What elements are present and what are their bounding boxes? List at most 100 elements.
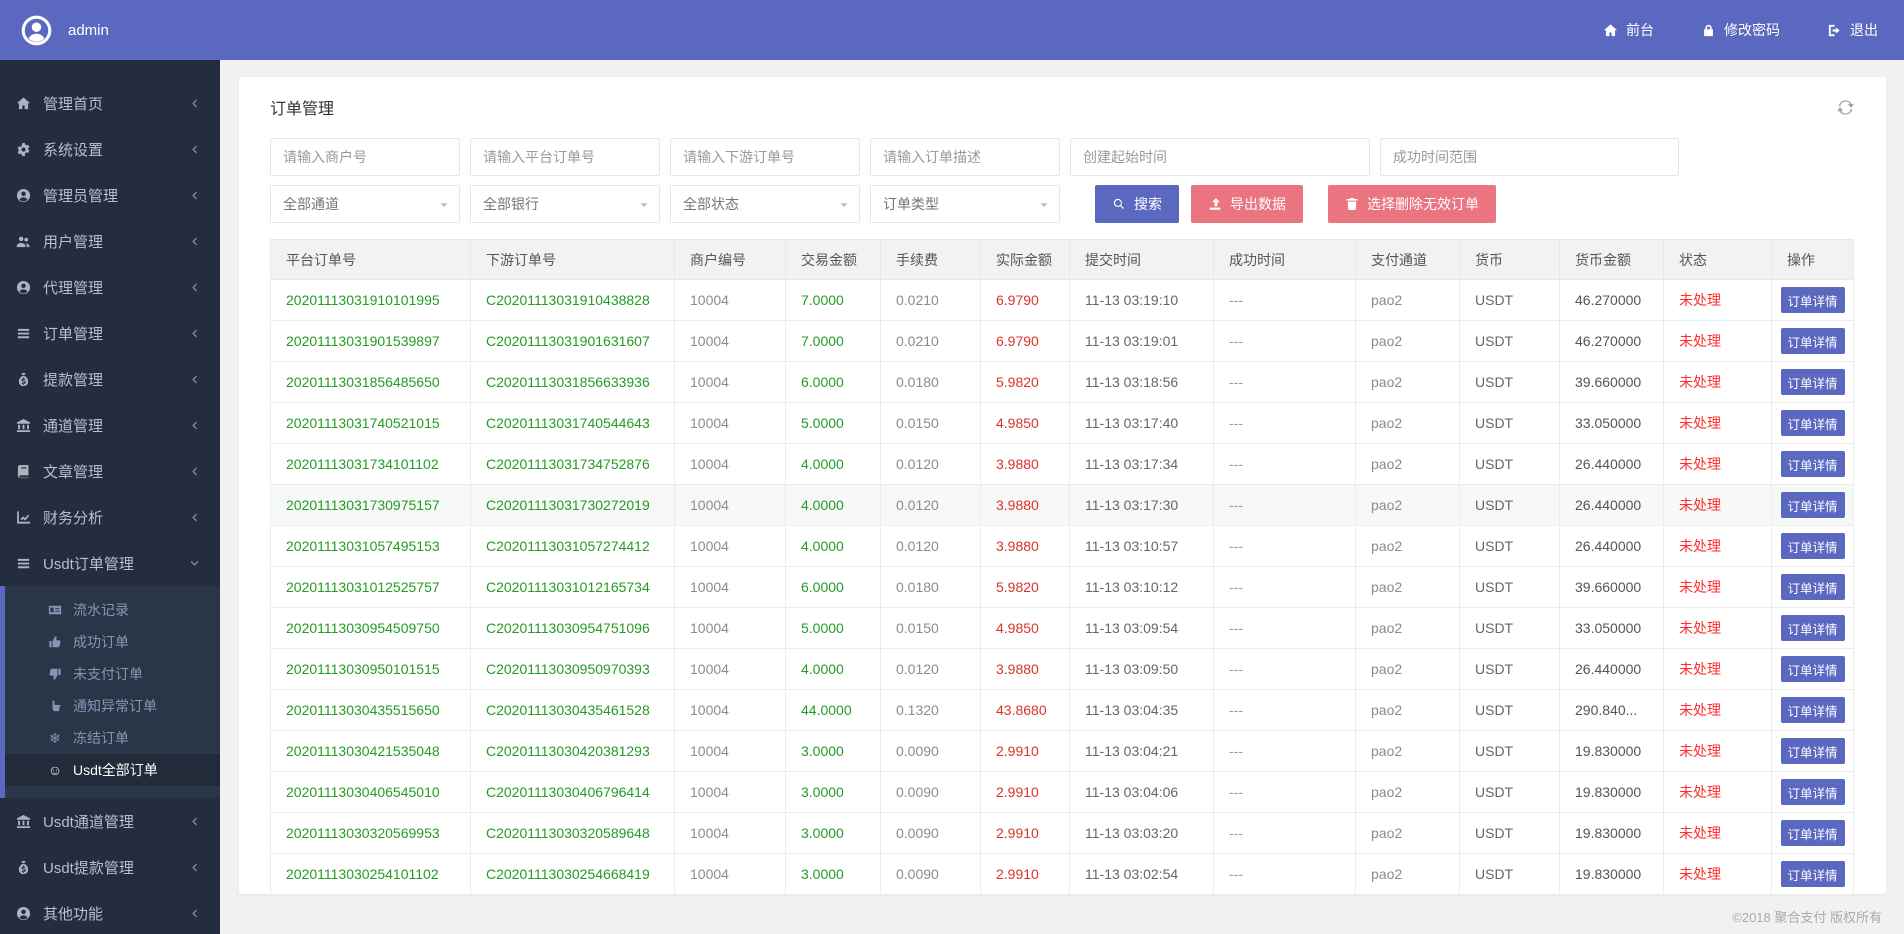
order-detail-button[interactable]: 订单详情 xyxy=(1780,861,1845,887)
order-detail-button[interactable]: 订单详情 xyxy=(1780,697,1845,723)
cell-merchant-no: 10004 xyxy=(674,648,786,690)
sidebar-item-articles[interactable]: 文章管理 xyxy=(0,448,220,494)
column-header: 货币金额 xyxy=(1559,239,1664,280)
cell-actual-amount: 5.9820 xyxy=(980,566,1070,608)
order-detail-button[interactable]: 订单详情 xyxy=(1780,369,1845,395)
status-select[interactable]: 全部状态 xyxy=(670,185,860,223)
sidebar-subitem-abnormal-orders[interactable]: 通知异常订单 xyxy=(5,690,220,722)
sidebar-item-usdt-withdrawals[interactable]: Usdt提款管理 xyxy=(0,844,220,890)
table-row: 20201113031012525757 C2020111303101216573… xyxy=(270,566,1854,608)
cell-fee: 0.0210 xyxy=(880,279,981,321)
sidebar-item-orders[interactable]: 订单管理 xyxy=(0,310,220,356)
order-detail-button[interactable]: 订单详情 xyxy=(1780,328,1845,354)
nav-link-frontend[interactable]: 前台 xyxy=(1603,20,1654,40)
merchant-no-input[interactable] xyxy=(270,138,460,176)
cell-currency-amount: 39.660000 xyxy=(1559,361,1664,403)
cell-fee: 0.0120 xyxy=(880,443,981,485)
delete-invalid-button[interactable]: 选择删除无效订单 xyxy=(1328,185,1496,223)
cell-platform-order-no: 20201113031012525757 xyxy=(270,566,471,608)
create-time-input[interactable] xyxy=(1070,138,1370,176)
sidebar-item-withdrawals[interactable]: 提款管理 xyxy=(0,356,220,402)
order-detail-button[interactable]: 订单详情 xyxy=(1780,533,1845,559)
order-detail-button[interactable]: 订单详情 xyxy=(1780,574,1845,600)
list-icon xyxy=(15,326,32,341)
sidebar-item-system[interactable]: 系统设置 xyxy=(0,126,220,172)
column-header: 货币 xyxy=(1459,239,1560,280)
chevron-left-icon xyxy=(189,374,200,385)
nav-link-label: 退出 xyxy=(1850,22,1878,38)
bank-select[interactable]: 全部银行 xyxy=(470,185,660,223)
caret-down-icon xyxy=(1038,199,1050,211)
cell-merchant-no: 10004 xyxy=(674,812,786,854)
export-button[interactable]: 导出数据 xyxy=(1191,185,1303,223)
sidebar-item-label: Usdt订单管理 xyxy=(43,555,134,573)
cell-downstream-order-no: C20201113030950970393 xyxy=(470,648,675,690)
order-detail-button[interactable]: 订单详情 xyxy=(1780,779,1845,805)
chevron-left-icon xyxy=(189,328,200,339)
thumb-up-icon xyxy=(47,635,63,649)
cell-merchant-no: 10004 xyxy=(674,771,786,813)
order-detail-button[interactable]: 订单详情 xyxy=(1780,287,1845,313)
sidebar-item-usdt-orders[interactable]: Usdt订单管理 xyxy=(0,540,220,586)
sidebar-subitem-unpaid-orders[interactable]: 未支付订单 xyxy=(5,658,220,690)
cell-platform-order-no: 20201113031910101995 xyxy=(270,279,471,321)
caret-down-icon xyxy=(838,199,850,211)
order-detail-button[interactable]: 订单详情 xyxy=(1780,820,1845,846)
sidebar-subitem-usdt-all-orders[interactable]: ☺ Usdt全部订单 xyxy=(5,754,220,786)
sidebar-item-usdt-channels[interactable]: Usdt通道管理 xyxy=(0,798,220,844)
table-row: 20201113031910101995 C2020111303191043882… xyxy=(270,279,1854,321)
sidebar-item-channels[interactable]: 通道管理 xyxy=(0,402,220,448)
nav-link-label: 前台 xyxy=(1626,22,1654,38)
chevron-left-icon xyxy=(189,190,200,201)
cell-fee: 0.0150 xyxy=(880,402,981,444)
column-header: 交易金额 xyxy=(785,239,881,280)
order-detail-button[interactable]: 订单详情 xyxy=(1780,492,1845,518)
chevron-left-icon xyxy=(189,466,200,477)
cell-status: 未处理 xyxy=(1663,320,1772,362)
cell-platform-order-no: 20201113030254101102 xyxy=(270,853,471,895)
success-time-input[interactable] xyxy=(1380,138,1679,176)
order-detail-button[interactable]: 订单详情 xyxy=(1780,656,1845,682)
sidebar-subitem-success-orders[interactable]: 成功订单 xyxy=(5,626,220,658)
cell-amount: 3.0000 xyxy=(785,730,881,772)
sidebar-item-dashboard[interactable]: 管理首页 xyxy=(0,80,220,126)
sidebar: 管理首页 系统设置 管理员管理 用户管理 代理管理 订单管理 提款管理 通道管理 文章管理 财务分… xyxy=(0,60,220,934)
nav-link-change-password[interactable]: 修改密码 xyxy=(1701,20,1780,40)
chevron-left-icon xyxy=(189,512,200,523)
user-circle-icon xyxy=(15,906,32,921)
sidebar-item-agents[interactable]: 代理管理 xyxy=(0,264,220,310)
cell-downstream-order-no: C20201113031057274412 xyxy=(470,525,675,567)
sidebar-item-admins[interactable]: 管理员管理 xyxy=(0,172,220,218)
home-icon xyxy=(15,96,32,111)
order-detail-button[interactable]: 订单详情 xyxy=(1780,410,1845,436)
sidebar-item-finance[interactable]: 财务分析 xyxy=(0,494,220,540)
column-header: 状态 xyxy=(1663,239,1772,280)
cell-actual-amount: 6.9790 xyxy=(980,279,1070,321)
sidebar-subitem-label: 成功订单 xyxy=(73,634,129,650)
cell-success-time: --- xyxy=(1213,730,1356,772)
lock-icon xyxy=(1701,23,1716,38)
downstream-order-no-input[interactable] xyxy=(670,138,860,176)
sidebar-subitem-flow-records[interactable]: 流水记录 xyxy=(5,594,220,626)
table-header-row: 平台订单号 下游订单号 商户编号 交易金额 手续费 实际金额 提交时间 成功时间 支付通道 货币货… xyxy=(270,239,1854,280)
order-detail-button[interactable]: 订单详情 xyxy=(1780,615,1845,641)
platform-order-no-input[interactable] xyxy=(470,138,660,176)
sidebar-item-other[interactable]: 其他功能 xyxy=(0,890,220,934)
cell-submit-time: 11-13 03:10:57 xyxy=(1069,525,1214,567)
search-button[interactable]: 搜索 xyxy=(1095,185,1179,223)
order-type-select[interactable]: 订单类型 xyxy=(870,185,1060,223)
cell-currency-amount: 19.830000 xyxy=(1559,853,1664,895)
cell-downstream-order-no: C20201113030254668419 xyxy=(470,853,675,895)
order-detail-button[interactable]: 订单详情 xyxy=(1780,738,1845,764)
nav-link-logout[interactable]: 退出 xyxy=(1827,20,1878,40)
home-icon xyxy=(1603,23,1618,38)
order-detail-button[interactable]: 订单详情 xyxy=(1780,451,1845,477)
sidebar-subitem-frozen-orders[interactable]: ❄ 冻结订单 xyxy=(5,722,220,754)
avatar-icon xyxy=(20,14,53,47)
cell-pay-channel: pao2 xyxy=(1355,730,1460,772)
channel-select[interactable]: 全部通道 xyxy=(270,185,460,223)
sidebar-item-users[interactable]: 用户管理 xyxy=(0,218,220,264)
refresh-icon[interactable] xyxy=(1836,98,1855,117)
cell-submit-time: 11-13 03:19:01 xyxy=(1069,320,1214,362)
order-desc-input[interactable] xyxy=(870,138,1060,176)
